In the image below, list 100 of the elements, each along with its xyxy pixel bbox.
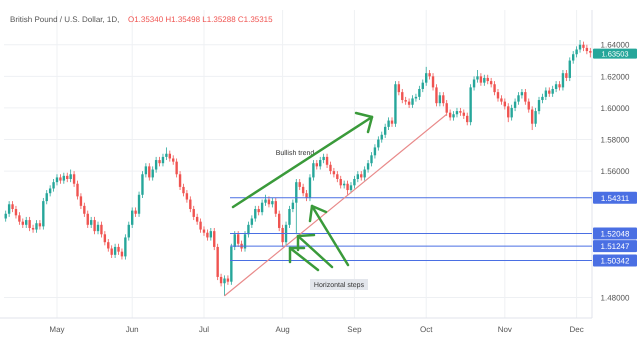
candlestick bbox=[322, 153, 325, 164]
candlestick bbox=[28, 216, 31, 232]
ref-line-label: 1.50342 bbox=[600, 256, 630, 266]
candlestick bbox=[452, 110, 455, 121]
x-tick-label: Sep bbox=[347, 325, 362, 334]
candlestick bbox=[562, 70, 564, 91]
ref-line-label: 1.54311 bbox=[600, 194, 630, 203]
candlestick bbox=[90, 216, 92, 228]
candlestick bbox=[46, 190, 48, 205]
candlestick bbox=[69, 169, 72, 183]
y-tick-label: 1.60000 bbox=[600, 104, 630, 113]
candlestick bbox=[52, 178, 55, 192]
candlestick bbox=[442, 92, 444, 107]
candlestick bbox=[154, 156, 158, 174]
candlestick bbox=[131, 207, 134, 228]
candlestick bbox=[438, 92, 442, 107]
candlestick bbox=[507, 102, 510, 123]
candlestick bbox=[586, 44, 588, 55]
candlestick bbox=[302, 183, 304, 197]
candlestick bbox=[234, 230, 236, 250]
candlestick bbox=[483, 74, 486, 86]
candlestick bbox=[257, 205, 260, 216]
candlestick bbox=[551, 85, 554, 98]
candlestick bbox=[93, 216, 96, 235]
candlestick bbox=[418, 85, 421, 100]
candlestick bbox=[148, 162, 150, 181]
y-tick-label: 1.64000 bbox=[600, 40, 630, 50]
candlestick bbox=[401, 88, 404, 104]
candlestick bbox=[32, 224, 34, 234]
candlestick bbox=[236, 230, 240, 248]
candlestick bbox=[38, 220, 42, 230]
candlestick bbox=[268, 196, 270, 208]
candlestick bbox=[504, 98, 506, 110]
candlestick bbox=[206, 229, 209, 242]
candlestick bbox=[316, 160, 318, 170]
candlestick bbox=[110, 244, 113, 258]
candlestick bbox=[589, 48, 592, 58]
candlestick bbox=[544, 86, 548, 100]
y-tick-label: 1.58000 bbox=[600, 136, 630, 145]
candlestick bbox=[554, 80, 558, 93]
candlestick bbox=[462, 109, 465, 120]
candlestick bbox=[134, 207, 137, 218]
candlestick bbox=[114, 243, 116, 258]
candlestick bbox=[572, 50, 574, 64]
candlestick bbox=[353, 175, 356, 189]
candlestick bbox=[100, 221, 103, 238]
candlestick bbox=[210, 228, 212, 242]
candlestick bbox=[62, 172, 66, 184]
candlestick bbox=[446, 100, 448, 116]
y-tick-label: 1.62000 bbox=[600, 72, 630, 82]
candlestick bbox=[336, 170, 339, 183]
candlestick bbox=[199, 218, 202, 234]
y-tick-label: 1.48000 bbox=[600, 293, 630, 302]
candlestick bbox=[120, 248, 124, 260]
candlestick bbox=[558, 80, 561, 91]
candlestick bbox=[168, 150, 171, 162]
candlestick bbox=[260, 199, 264, 216]
candlestick bbox=[565, 70, 568, 82]
candlestick bbox=[254, 205, 256, 222]
candlestick bbox=[86, 210, 89, 228]
x-tick-label: Nov bbox=[498, 325, 512, 334]
candlestick bbox=[346, 180, 349, 196]
x-tick-label: Dec bbox=[570, 325, 584, 334]
x-tick-label: May bbox=[49, 325, 65, 334]
candlestick bbox=[582, 41, 585, 52]
candlestick bbox=[274, 198, 277, 218]
ref-line-label: 1.51247 bbox=[600, 242, 630, 252]
candlestick bbox=[466, 112, 468, 126]
candlestick bbox=[530, 106, 534, 130]
candlestick bbox=[486, 74, 489, 85]
candlestick bbox=[340, 175, 342, 189]
candlestick bbox=[107, 238, 110, 252]
text: O1.35340 H1.35498 L1.35288 C1.35315 bbox=[128, 15, 274, 24]
candlestick bbox=[528, 98, 530, 114]
candlestick bbox=[398, 80, 400, 96]
y-tick-label: 1.56000 bbox=[600, 167, 630, 176]
x-tick-label: Jun bbox=[126, 325, 139, 334]
candlestick bbox=[425, 66, 428, 86]
candlestick bbox=[360, 170, 362, 181]
x-tick-label: Jul bbox=[198, 325, 210, 334]
candlestick bbox=[66, 172, 68, 183]
candlestick bbox=[213, 228, 216, 250]
candlestick bbox=[8, 200, 10, 218]
x-tick-label: Oct bbox=[420, 325, 434, 334]
candlestick bbox=[59, 174, 62, 184]
candlestick bbox=[480, 72, 482, 86]
candlestick bbox=[226, 274, 230, 286]
candlestick bbox=[568, 56, 571, 82]
candlestick bbox=[192, 205, 195, 220]
candlestick bbox=[380, 131, 383, 144]
candlestick bbox=[295, 178, 298, 235]
x-tick-label: Aug bbox=[276, 325, 290, 334]
candlestick bbox=[548, 86, 550, 98]
candlestick bbox=[459, 108, 462, 116]
ref-line-label: 1.52048 bbox=[600, 230, 630, 239]
text: British Pound / U.S. Dollar, 1D, bbox=[10, 15, 120, 24]
candlestick bbox=[319, 156, 322, 170]
candlestick bbox=[271, 198, 274, 208]
candlestick bbox=[25, 216, 28, 228]
candlestick bbox=[524, 88, 527, 106]
